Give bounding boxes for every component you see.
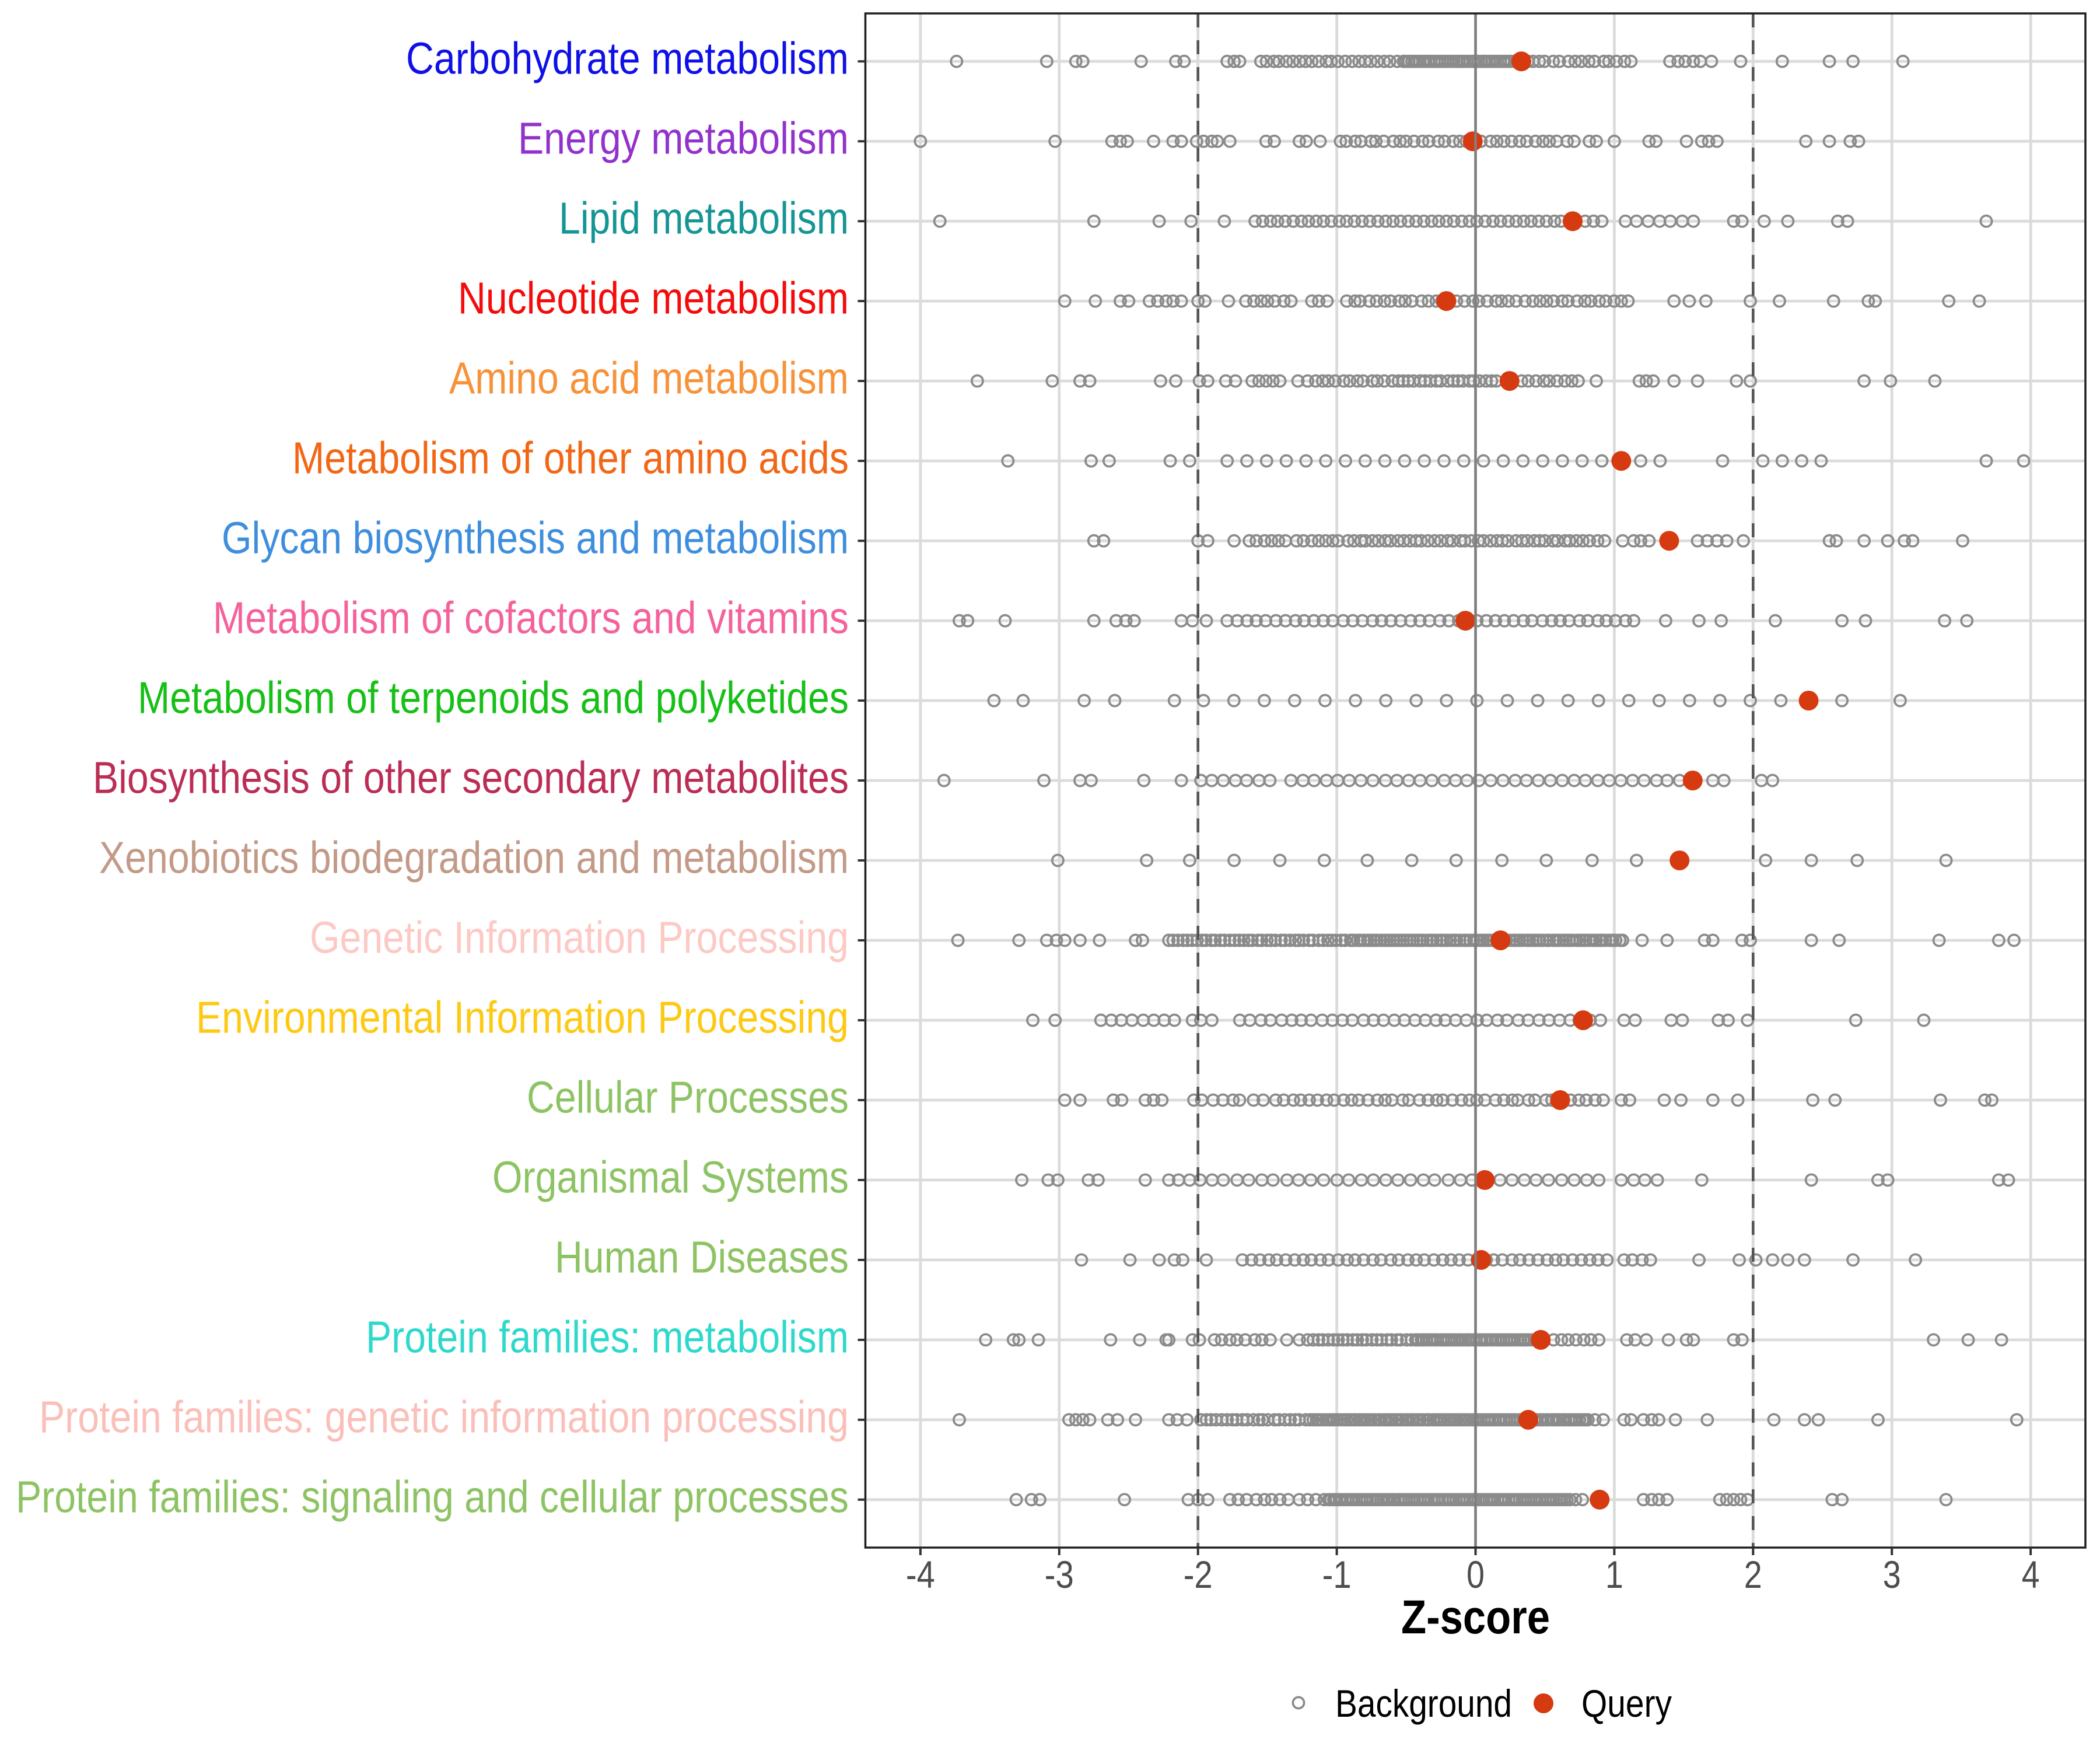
svg-text:-3: -3 xyxy=(1045,1553,1074,1596)
svg-text:0: 0 xyxy=(1466,1553,1485,1596)
svg-text:Organismal Systems: Organismal Systems xyxy=(492,1152,849,1202)
svg-text:2: 2 xyxy=(1744,1553,1762,1596)
svg-text:Metabolism of cofactors and vi: Metabolism of cofactors and vitamins xyxy=(213,593,849,643)
svg-text:4: 4 xyxy=(2022,1553,2040,1596)
svg-text:Query: Query xyxy=(1581,1682,1672,1725)
svg-text:-4: -4 xyxy=(906,1553,935,1596)
svg-text:Cellular Processes: Cellular Processes xyxy=(527,1072,849,1122)
svg-text:Background: Background xyxy=(1335,1682,1512,1725)
svg-text:Glycan biosynthesis and metabo: Glycan biosynthesis and metabolism xyxy=(222,513,849,564)
svg-text:1: 1 xyxy=(1605,1553,1623,1596)
svg-text:Environmental Information Proc: Environmental Information Processing xyxy=(196,993,849,1043)
svg-text:Biosynthesis of other secondar: Biosynthesis of other secondary metaboli… xyxy=(93,753,849,803)
svg-text:Human Diseases: Human Diseases xyxy=(555,1232,849,1282)
svg-text:Metabolism of other amino acid: Metabolism of other amino acids xyxy=(292,433,849,484)
svg-text:Energy metabolism: Energy metabolism xyxy=(518,114,849,164)
svg-text:Protein families: metabolism: Protein families: metabolism xyxy=(366,1312,849,1362)
svg-text:3: 3 xyxy=(1883,1553,1901,1596)
svg-text:-1: -1 xyxy=(1322,1553,1352,1596)
svg-text:Metabolism of terpenoids and p: Metabolism of terpenoids and polyketides xyxy=(138,673,849,723)
svg-text:Carbohydrate metabolism: Carbohydrate metabolism xyxy=(406,34,849,84)
svg-text:Z-score: Z-score xyxy=(1401,1591,1550,1644)
svg-text:-2: -2 xyxy=(1184,1553,1213,1596)
svg-text:Amino acid metabolism: Amino acid metabolism xyxy=(449,354,849,404)
svg-text:Lipid metabolism: Lipid metabolism xyxy=(559,194,849,244)
svg-text:Genetic Information Processing: Genetic Information Processing xyxy=(310,913,849,963)
svg-text:Xenobiotics biodegradation and: Xenobiotics biodegradation and metabolis… xyxy=(99,833,849,883)
svg-text:Nucleotide metabolism: Nucleotide metabolism xyxy=(458,274,849,324)
svg-text:Protein families: genetic info: Protein families: genetic information pr… xyxy=(39,1392,849,1442)
svg-text:Protein families: signaling an: Protein families: signaling and cellular… xyxy=(16,1472,849,1522)
